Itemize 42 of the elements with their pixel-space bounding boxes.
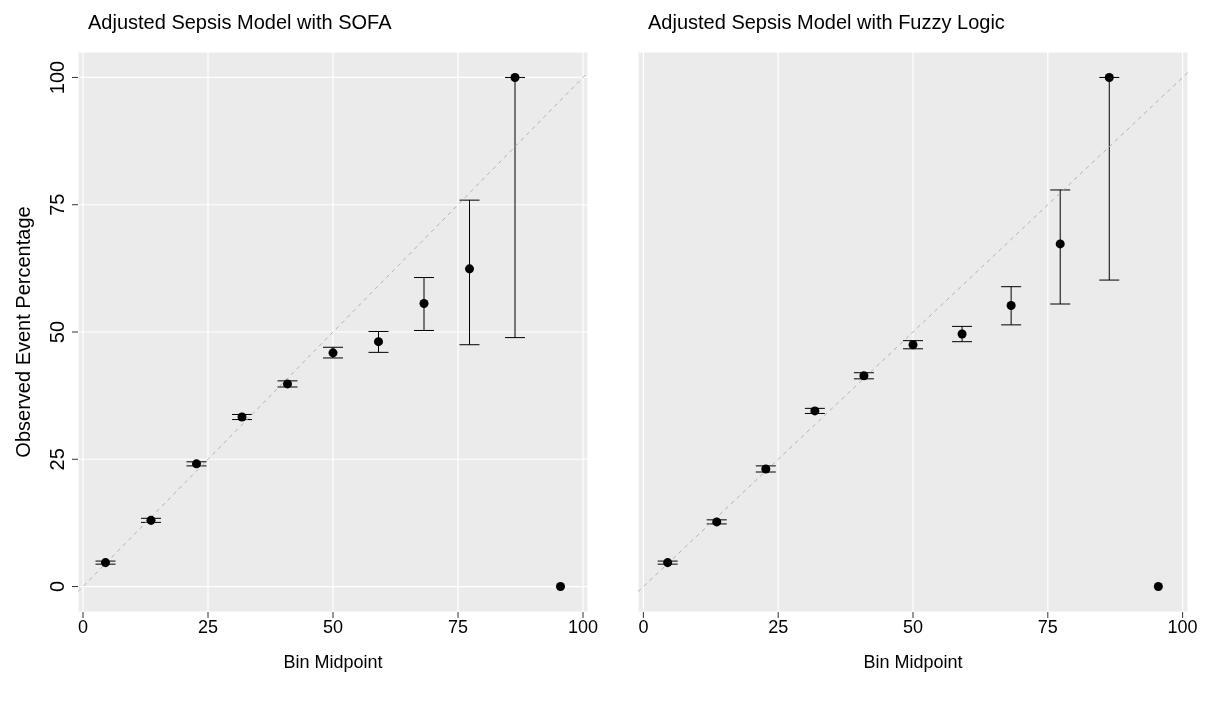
point: [957, 329, 967, 339]
point: [908, 340, 918, 350]
x-axis-title: Bin Midpoint: [283, 652, 383, 672]
x-tick-label: 100: [1167, 616, 1198, 637]
x-axis-title: Bin Midpoint: [863, 652, 963, 672]
y-tick-label: 75: [46, 193, 68, 216]
chart-title: Adjusted Sepsis Model with SOFA: [87, 10, 393, 35]
x-tick-label: 25: [768, 616, 789, 637]
point: [810, 406, 820, 416]
point: [100, 558, 111, 568]
x-tick-label: 0: [638, 616, 649, 637]
point: [282, 379, 293, 389]
x-tick-label: 25: [197, 616, 219, 637]
point: [761, 464, 771, 474]
y-axis-title: Observed Event Percentage: [12, 206, 34, 458]
point: [555, 582, 566, 592]
x-tick-label: 100: [567, 616, 599, 637]
point: [146, 515, 156, 525]
y-tick-label: 25: [46, 448, 68, 471]
x-tick-label: 50: [902, 616, 924, 637]
y-tick-label: 50: [46, 320, 68, 344]
point: [419, 298, 429, 308]
y-tick-label: 0: [46, 580, 68, 593]
point: [328, 348, 338, 358]
y-tick-label: 100: [46, 60, 68, 95]
point: [237, 412, 247, 422]
point: [1104, 72, 1114, 82]
point: [663, 558, 673, 568]
x-tick-label: 50: [322, 616, 344, 637]
point: [1055, 239, 1065, 249]
point: [464, 264, 475, 274]
x-tick-label: 75: [1037, 616, 1058, 637]
point: [712, 517, 722, 527]
point: [510, 72, 520, 82]
point: [191, 459, 202, 469]
chart-title: Adjusted Sepsis Model with Fuzzy Logic: [647, 10, 1006, 35]
x-tick-label: 0: [77, 616, 89, 637]
x-tick-label: 75: [447, 616, 469, 637]
point: [1153, 582, 1163, 592]
point: [1006, 301, 1016, 311]
point: [859, 371, 869, 381]
point: [373, 337, 384, 347]
